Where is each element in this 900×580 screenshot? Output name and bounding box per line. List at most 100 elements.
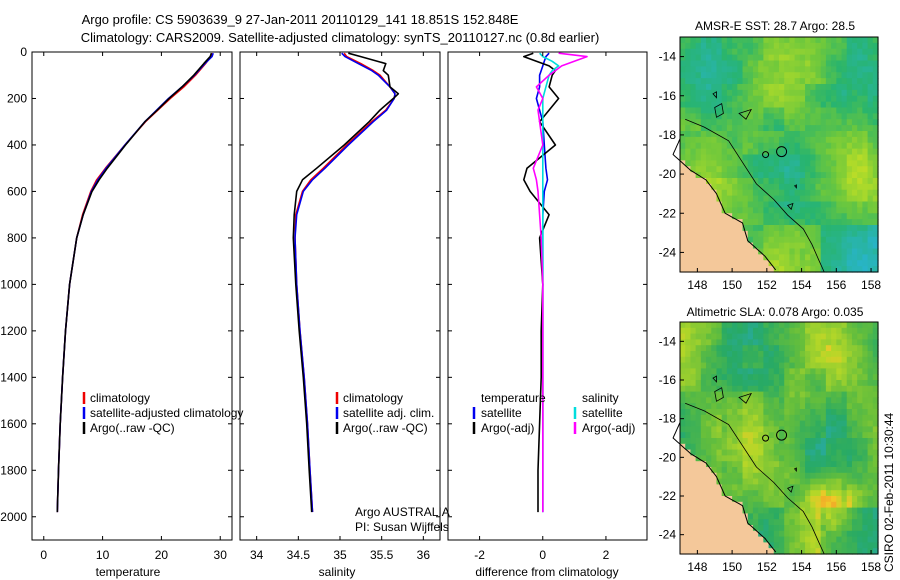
map-cell [737,89,744,97]
map-cell [862,467,869,474]
map-cell [706,467,712,474]
map-cell [763,467,770,474]
map-cell [732,374,738,381]
map-cell [711,66,718,73]
map-cell [815,461,822,468]
map-cell [815,339,822,346]
map-cell [768,154,775,161]
map-cell [706,54,712,62]
map-cell [872,351,879,358]
map-cell [690,380,697,387]
map-cell [810,254,817,261]
map-cell [747,72,754,79]
map-cell [862,525,869,532]
series-line-satellite-adj-clim- [294,52,396,513]
map-cell [711,266,718,273]
map-cell [758,525,764,532]
map-cell [680,455,686,462]
map-cell [831,536,837,543]
map-cell [784,472,791,480]
map-cell [779,548,785,555]
map-cell [721,403,728,410]
map-cell [747,496,754,503]
map-cell [773,213,780,220]
map-cell [695,484,702,491]
map-cell [732,142,738,150]
map-cell [867,351,874,358]
map-cell [711,37,718,44]
map-cell [789,519,796,526]
map-cell [799,230,806,238]
map-cell [716,345,723,352]
map-cell [794,391,801,398]
map-cell [706,374,712,381]
map-cell [846,403,853,410]
map-cell [789,178,796,185]
map-cell [752,362,759,369]
map-cell [810,548,817,555]
map-cell [867,403,874,410]
map-cell [768,119,775,126]
map-cell [732,472,738,480]
map-cell [768,507,775,514]
map-cell [737,60,744,67]
map-cell [831,490,837,497]
map-cell [732,461,738,468]
map-cell [763,496,770,503]
map-cell [758,230,764,238]
map-cell [737,66,744,73]
map-cell [768,172,775,179]
map-cell [872,380,879,387]
map-cell [836,266,843,273]
map-cell [820,195,827,203]
map-cell [742,113,749,120]
map-cell [732,455,738,462]
map-cell [867,333,874,340]
map-cell [862,119,869,126]
map-cell [742,131,749,138]
map-cell [794,166,801,173]
map-cell [820,207,827,214]
reef-outline [714,102,724,118]
map-cell [805,148,811,156]
map-cell [784,519,791,526]
map-cell [711,219,718,226]
map-cell [773,548,780,555]
legend-label-temp-satellite: satellite [481,406,522,420]
map-cell [872,178,879,185]
map-cell [799,432,806,439]
map-cell [706,183,712,191]
lon-tick-label: 156 [826,560,846,574]
map-cell [700,178,707,185]
map-cell [805,101,811,109]
map-cell [700,195,707,203]
map-cell [820,248,827,255]
map-cell [737,72,744,79]
map-cell [752,166,759,173]
map-cell [872,472,879,480]
map-cell [836,339,843,346]
map-cell [773,183,780,191]
map-cell [747,166,754,173]
map-cell [805,225,811,232]
map-cell [758,380,764,387]
map-cell [836,37,843,44]
map-cell [851,449,858,456]
map-cell [721,414,728,422]
map-cell [805,397,811,404]
map-cell [732,536,738,543]
map-cell [836,148,843,156]
map-cell [695,525,702,532]
map-cell [784,351,791,358]
map-cell [831,142,837,150]
map-cell [857,322,863,329]
map-cell [700,322,707,329]
map-cell [700,154,707,161]
map-cell [836,101,843,109]
map-cell [706,136,712,144]
map-cell [721,409,728,416]
map-cell [857,183,863,191]
map-cell [784,391,791,398]
map-cell [846,95,853,103]
map-cell [784,525,791,532]
